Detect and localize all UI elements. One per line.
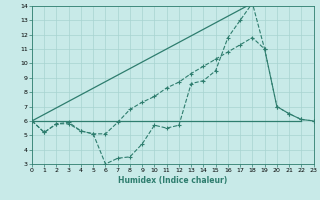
X-axis label: Humidex (Indice chaleur): Humidex (Indice chaleur) bbox=[118, 176, 228, 185]
